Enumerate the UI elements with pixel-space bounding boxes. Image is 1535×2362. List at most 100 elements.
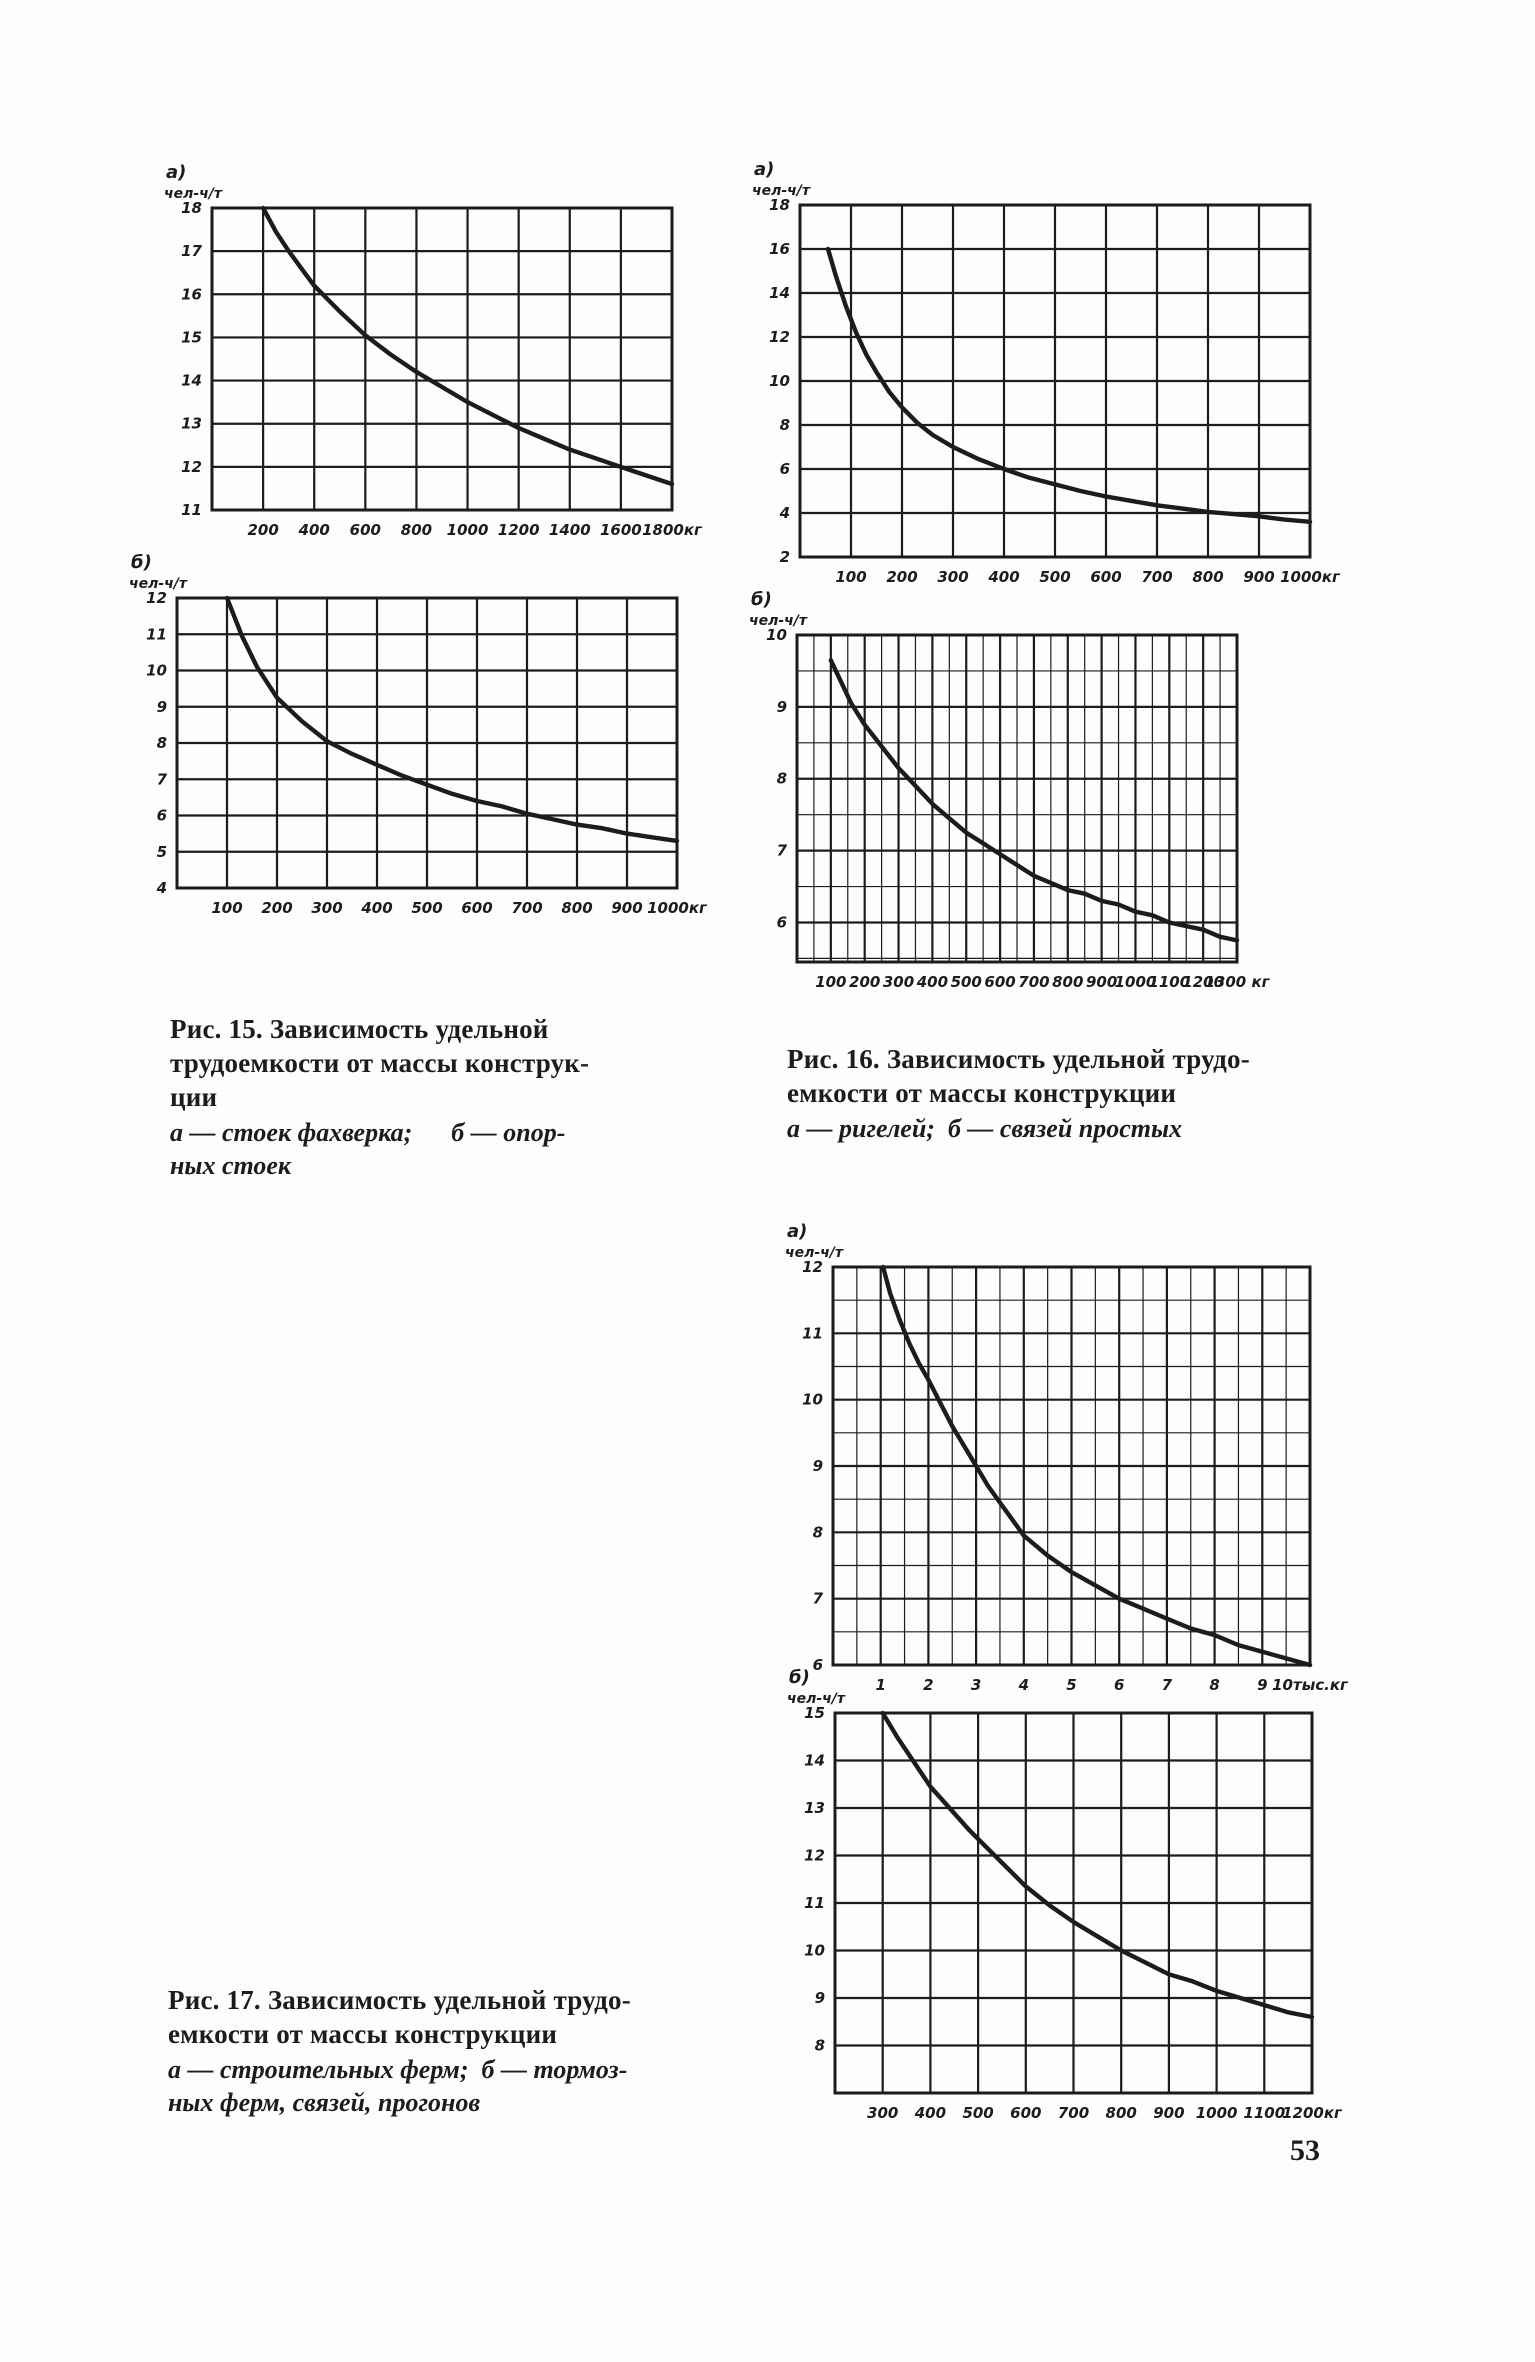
y-tick-label: 9 (157, 698, 167, 716)
y-tick-label: 8 (780, 416, 790, 434)
y-tick-label: 12 (181, 458, 202, 476)
x-tick-label: 800 (1192, 568, 1223, 586)
x-tick-label: 900 (1153, 2104, 1184, 2122)
x-tick-label: 9 (1257, 1676, 1267, 1694)
x-tick-label: 1000 (1115, 973, 1157, 991)
x-tick-label: 1200 (498, 521, 540, 539)
x-tick-label: 800 (1052, 973, 1083, 991)
y-tick-label: 8 (777, 770, 787, 788)
x-tick-label: 1600 (600, 521, 642, 539)
y-tick-label: 9 (777, 698, 787, 716)
x-tick-label: 1400 (549, 521, 591, 539)
x-tick-label: 600 (984, 973, 1015, 991)
x-tick-label: 400 (914, 2104, 946, 2122)
y-axis-unit-label: чел-ч/т (785, 1245, 844, 1261)
x-tick-label: 600 (350, 521, 381, 539)
part-label: а) (787, 1221, 807, 1242)
part-label: а) (166, 162, 186, 183)
x-tick-label: 10тыс.кг (1272, 1676, 1349, 1694)
y-tick-label: 18 (769, 196, 790, 214)
y-tick-label: 10 (146, 662, 167, 680)
plot-border (175, 596, 679, 890)
plot-border (831, 1265, 1312, 1667)
x-tick-label: 400 (987, 568, 1019, 586)
x-tick-label: 100 (815, 973, 846, 991)
y-tick-label: 6 (780, 460, 790, 478)
x-tick-label: 1000кг (1280, 568, 1341, 586)
chart-fig15b: 100 200 300 400 500 600 700 800 900 1000кг 4 5 6 7 8 9 1… (125, 552, 739, 926)
y-tick-label: 9 (813, 1457, 823, 1475)
page-number: 53 (1290, 2134, 1320, 2167)
y-tick-label: 8 (813, 1523, 823, 1541)
x-tick-label: 200 (849, 973, 880, 991)
chart-svg-fig15b: 100 200 300 400 500 600 700 800 900 1000кг 4 5 6 7 8 9 1… (129, 552, 708, 917)
y-tick-label: 10 (766, 626, 787, 644)
x-tick-label: 7 (1162, 1676, 1173, 1694)
x-tick-label: 6 (1114, 1676, 1124, 1694)
y-tick-label: 11 (802, 1324, 823, 1342)
y-tick-label: 6 (157, 807, 167, 825)
chart-fig17a: 1 2 3 4 5 6 7 8 9 10тыс.кг 6 7 8 9 10 11 12 а) чел-ч/т (781, 1221, 1372, 1703)
x-tick-label: 600 (1090, 568, 1121, 586)
y-tick-label: 18 (181, 199, 202, 217)
x-tick-label: 800 (401, 521, 432, 539)
figure-15-caption: Рис. 15. Зависимость удельной трудоемкос… (170, 1012, 675, 1182)
y-axis-unit-label: чел-ч/т (129, 576, 188, 592)
figure-17-caption-title: Рис. 17. Зависимость удельной трудо- емк… (168, 1985, 631, 2049)
x-tick-label: 100 (835, 568, 866, 586)
x-tick-label: 700 (1018, 973, 1049, 991)
plot-border (795, 633, 1239, 964)
part-label: б) (789, 1667, 810, 1688)
x-tick-label: 800 (561, 899, 592, 917)
y-axis-unit-label: чел-ч/т (752, 183, 811, 199)
figure-16-caption: Рис. 16. Зависимость удельной трудо- емк… (787, 1042, 1332, 1145)
y-tick-label: 7 (777, 842, 788, 860)
figure-15-caption-title: Рис. 15. Зависимость удельной трудоемкос… (170, 1014, 590, 1112)
y-tick-label: 4 (156, 879, 167, 897)
figure-16-caption-title: Рис. 16. Зависимость удельной трудо- емк… (787, 1044, 1250, 1108)
figure-17-caption: Рис. 17. Зависимость удельной трудо- емк… (168, 1983, 748, 2119)
y-tick-label: 11 (804, 1894, 825, 1912)
chart-svg-fig16b: 100 200 300 400 500 600 700 800 9001000110012001… (749, 589, 1271, 991)
y-axis-unit-label: чел-ч/т (749, 613, 808, 629)
x-tick-label: 600 (1010, 2104, 1041, 2122)
x-tick-label: 4 (1018, 1676, 1029, 1694)
y-tick-label: 9 (815, 1989, 825, 2007)
y-tick-label: 10 (802, 1391, 823, 1409)
y-tick-label: 10 (804, 1942, 825, 1960)
figure-17-caption-sub: а — строительных ферм; б — тормоз- ных ф… (168, 2055, 628, 2117)
y-tick-label: 7 (813, 1590, 824, 1608)
x-tick-label: 3 (971, 1676, 981, 1694)
x-tick-label: 700 (1058, 2104, 1089, 2122)
y-tick-label: 7 (157, 770, 168, 788)
y-axis-unit-label: чел-ч/т (787, 1691, 846, 1707)
plot-border (798, 203, 1312, 559)
x-tick-label: 2 (923, 1676, 933, 1694)
x-tick-label: 1 (875, 1676, 885, 1694)
y-tick-label: 12 (802, 1258, 823, 1276)
x-tick-label: 400 (298, 521, 330, 539)
chart-fig16a: 100 200 300 400 500 600 700 800 900 1000кг 2 4 6 8 10 1… (748, 159, 1372, 595)
x-tick-label: 700 (511, 899, 542, 917)
x-tick-label: 300 (883, 973, 914, 991)
y-tick-label: 12 (146, 589, 167, 607)
y-tick-label: 10 (769, 372, 790, 390)
y-tick-label: 8 (157, 734, 167, 752)
x-tick-label: 1200 (1182, 973, 1224, 991)
y-tick-label: 12 (804, 1847, 825, 1865)
y-tick-label: 16 (769, 240, 790, 258)
x-tick-label: 400 (360, 899, 392, 917)
chart-fig16b: 100 200 300 400 500 600 700 800 900 1000 1100 1200 1… (745, 589, 1299, 1000)
x-tick-label: 900 (611, 899, 642, 917)
curve-fig15b (224, 595, 680, 844)
x-tick-label: 200 (261, 899, 292, 917)
x-tick-label: 200 (247, 521, 278, 539)
x-tick-label: 500 (411, 899, 442, 917)
y-tick-label: 4 (779, 504, 790, 522)
x-tick-label: 700 (1141, 568, 1172, 586)
x-tick-label: 1000 (1196, 2104, 1238, 2122)
part-label: б) (751, 589, 772, 610)
x-tick-label: 1800кг (642, 521, 703, 539)
